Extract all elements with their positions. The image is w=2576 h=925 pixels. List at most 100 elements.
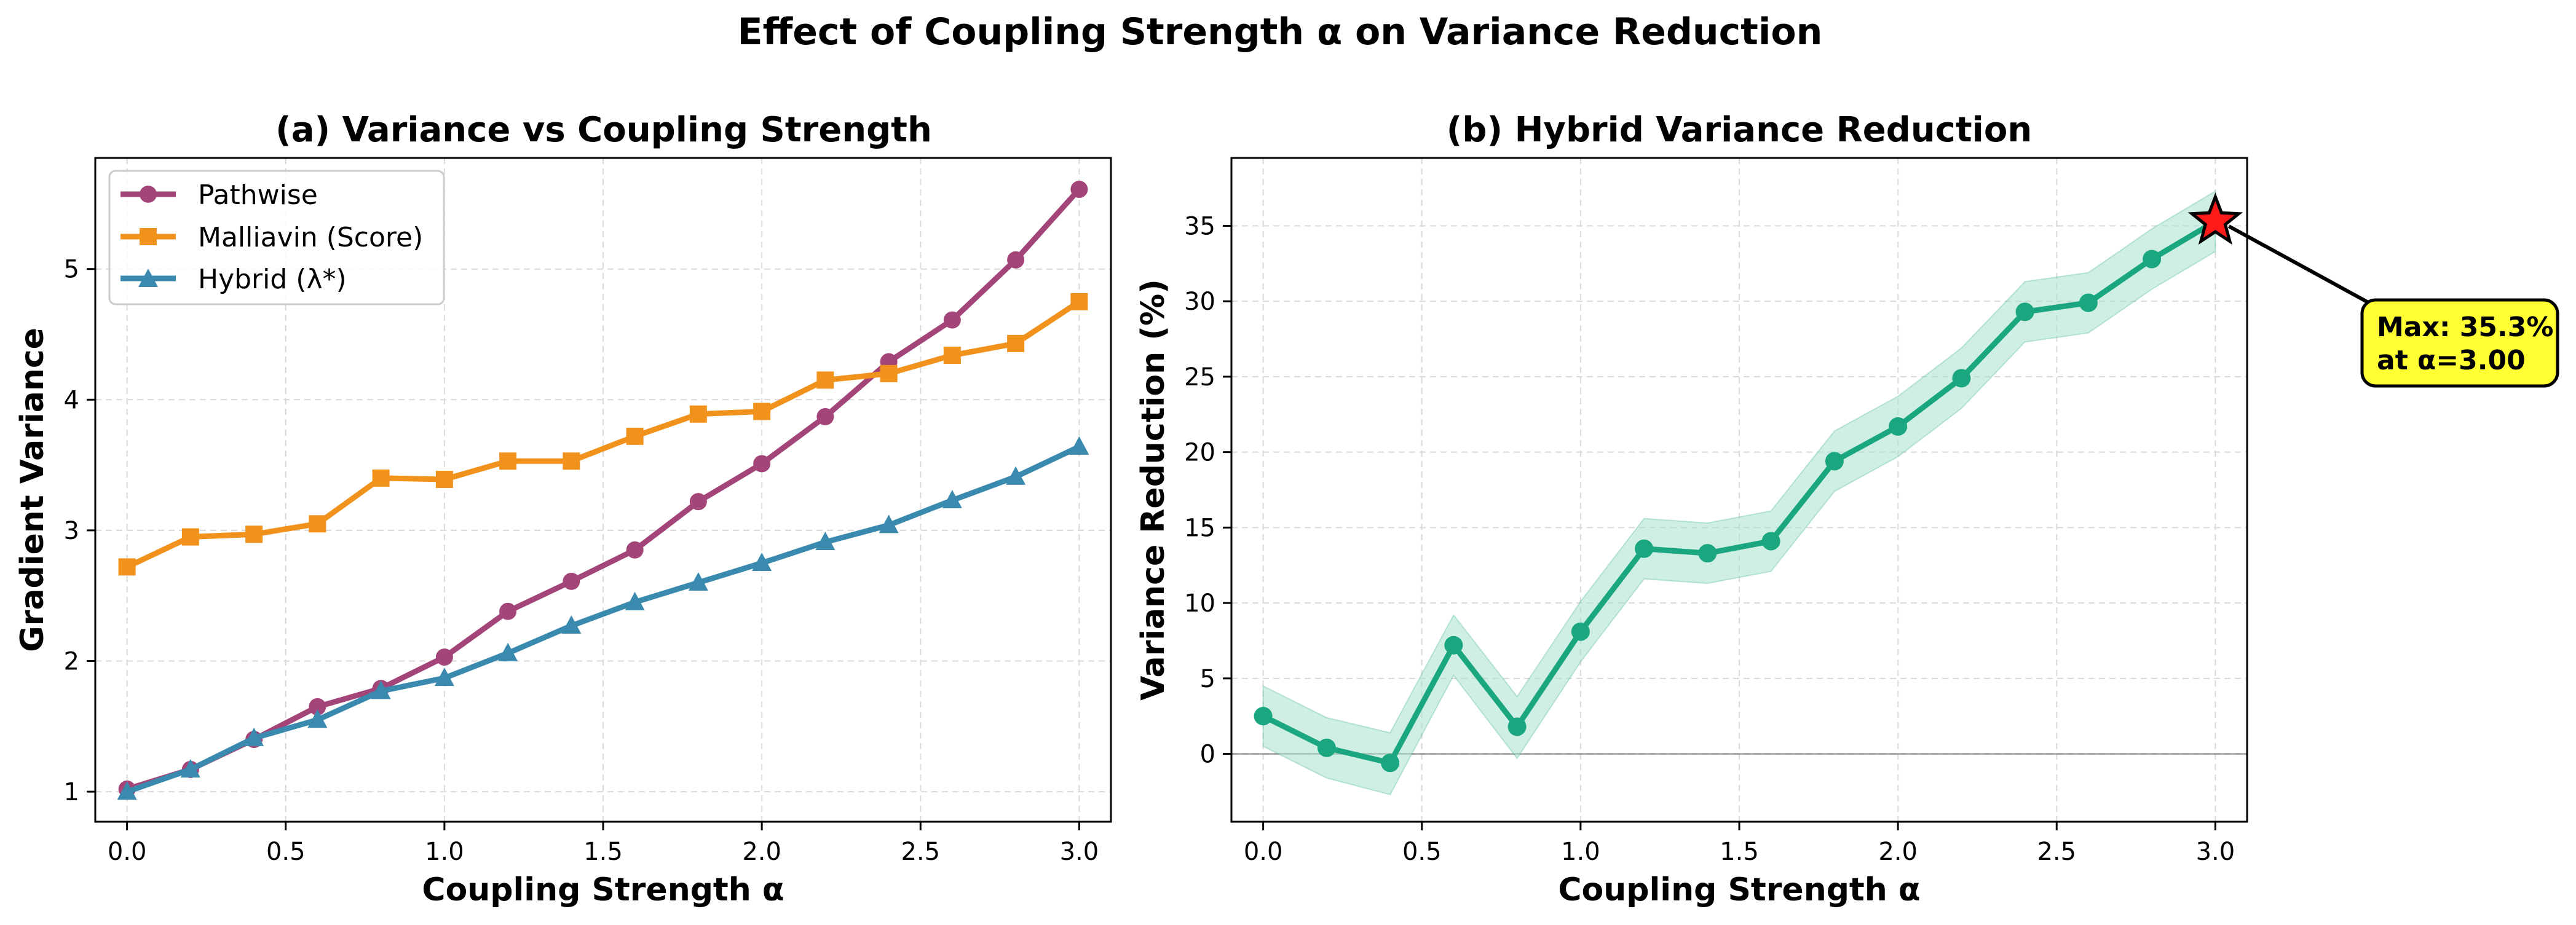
data-point-hybrid: [371, 680, 391, 699]
max-annotation: Max: 35.3%at α=3.00: [2227, 224, 2559, 388]
panel-b-xlabel: Coupling Strength α: [1558, 872, 1920, 908]
legend-entry-pathwise: Pathwise: [121, 179, 318, 211]
legend-label-hybrid: Hybrid (λ*): [198, 264, 347, 295]
x-tick-label: 0.0: [108, 838, 147, 866]
confidence-band: [1262, 190, 2216, 795]
data-point-pathwise: [1007, 251, 1025, 269]
x-tick-label: 1.5: [583, 838, 623, 866]
data-point-reduction: [1952, 369, 1971, 388]
data-point-reduction: [1889, 417, 1908, 436]
data-point-reduction: [2143, 250, 2162, 269]
data-point-malliavin: [118, 558, 136, 576]
series-line-pathwise: [124, 186, 1082, 792]
legend-entry-malliavin: Malliavin (Score): [121, 222, 423, 253]
annotation-line2: at α=3.00: [2377, 345, 2526, 376]
data-point-malliavin: [245, 525, 263, 543]
x-tick-label: 2.5: [901, 838, 940, 866]
data-point-pathwise: [753, 455, 771, 473]
x-tick-label: 2.0: [1878, 838, 1918, 866]
max-star-icon: [2187, 192, 2243, 245]
data-point-hybrid: [879, 514, 899, 533]
data-point-malliavin: [816, 371, 834, 389]
figure-suptitle: Effect of Coupling Strength α on Varianc…: [738, 10, 1823, 53]
data-point-pathwise: [626, 541, 644, 559]
data-point-hybrid: [244, 727, 264, 746]
panel-a-y-ticks: 1 2 3 4 5: [64, 256, 95, 806]
data-point-hybrid: [752, 553, 772, 572]
data-point-hybrid: [688, 572, 708, 591]
data-point-pathwise: [309, 698, 326, 715]
data-point-pathwise: [816, 407, 834, 425]
data-point-hybrid: [625, 591, 645, 610]
data-point-malliavin: [943, 347, 961, 364]
data-point-hybrid: [815, 532, 836, 551]
y-tick-label: 2: [64, 648, 79, 676]
y-tick-label: 0: [1200, 741, 1215, 769]
y-tick-label: 25: [1184, 363, 1215, 392]
data-point-reduction: [2015, 302, 2034, 321]
data-point-malliavin: [1007, 334, 1025, 352]
panel-a-x-ticks: 0.0 0.5 1.0 1.5 2.0 2.5 3.0: [108, 822, 1099, 866]
data-point-pathwise: [943, 311, 961, 329]
panel-a-title: (a) Variance vs Coupling Strength: [275, 110, 932, 150]
y-tick-label: 10: [1184, 589, 1215, 618]
x-tick-label: 2.0: [742, 838, 781, 866]
data-point-reduction: [1381, 754, 1400, 773]
panel-b-plot-area: [1231, 190, 2247, 795]
y-tick-label: 15: [1184, 514, 1215, 542]
data-point-malliavin: [689, 405, 707, 423]
series-line-hybrid: [124, 444, 1082, 795]
x-tick-label: 0.5: [266, 838, 306, 866]
annotation-box: [2360, 298, 2559, 388]
series-line-reduction: [1260, 218, 2218, 766]
data-point-hybrid: [117, 781, 137, 800]
legend-label-malliavin: Malliavin (Score): [198, 222, 423, 253]
data-point-pathwise: [499, 602, 517, 620]
legend-box: [108, 170, 445, 305]
panel-a-plot-area: [117, 181, 1089, 800]
x-tick-label: 3.0: [2196, 838, 2235, 866]
data-point-hybrid: [561, 615, 582, 634]
data-point-malliavin: [753, 403, 771, 420]
data-point-malliavin: [309, 515, 326, 533]
data-point-hybrid: [307, 709, 328, 728]
data-point-hybrid: [1069, 436, 1089, 455]
data-point-pathwise: [1070, 181, 1088, 199]
legend-marker-triangle-icon: [138, 269, 158, 287]
data-point-malliavin: [880, 364, 898, 382]
x-tick-label: 2.5: [2037, 838, 2076, 866]
data-point-reduction: [1254, 707, 1273, 726]
y-tick-label: 3: [64, 517, 79, 545]
legend-marker-circle-icon: [140, 186, 157, 203]
panel-b-y-ticks: 0 5 10 15 20 25 30 35: [1184, 212, 1231, 769]
data-point-reduction: [1698, 544, 1717, 563]
panel-a-legend: Pathwise Malliavin (Score) Hybrid (λ*): [108, 170, 445, 305]
x-tick-label: 1.0: [1561, 838, 1600, 866]
y-tick-label: 5: [64, 256, 79, 284]
data-point-reduction: [1444, 636, 1463, 655]
data-point-malliavin: [1070, 293, 1088, 310]
data-point-reduction: [1635, 539, 1654, 558]
data-point-malliavin: [181, 528, 199, 546]
y-tick-label: 20: [1184, 439, 1215, 467]
panel-a-variance-chart: (a) Variance vs Coupling Strength 0.0 0.5…: [14, 110, 1112, 908]
data-point-hybrid: [180, 758, 200, 777]
data-point-malliavin: [563, 452, 580, 470]
panel-b-reduction-chart: (b) Hybrid Variance Reduction 0.0 0.5 1.0 1…: [1135, 110, 2559, 908]
data-point-malliavin: [626, 427, 644, 445]
x-tick-label: 3.0: [1060, 838, 1099, 866]
legend-marker-square-icon: [140, 228, 157, 245]
data-point-pathwise: [689, 493, 707, 511]
data-point-hybrid: [434, 667, 454, 687]
data-point-reduction: [1761, 532, 1780, 551]
data-point-malliavin: [499, 452, 517, 470]
data-point-malliavin: [372, 469, 390, 487]
data-point-reduction: [1825, 452, 1844, 471]
data-point-reduction: [2079, 293, 2098, 312]
data-point-malliavin: [435, 470, 453, 488]
panel-a-xlabel: Coupling Strength α: [422, 872, 784, 908]
data-point-hybrid: [1006, 466, 1026, 485]
annotation-line1: Max: 35.3%: [2377, 312, 2553, 343]
data-point-reduction: [1571, 622, 1590, 641]
data-point-reduction: [1507, 717, 1527, 736]
